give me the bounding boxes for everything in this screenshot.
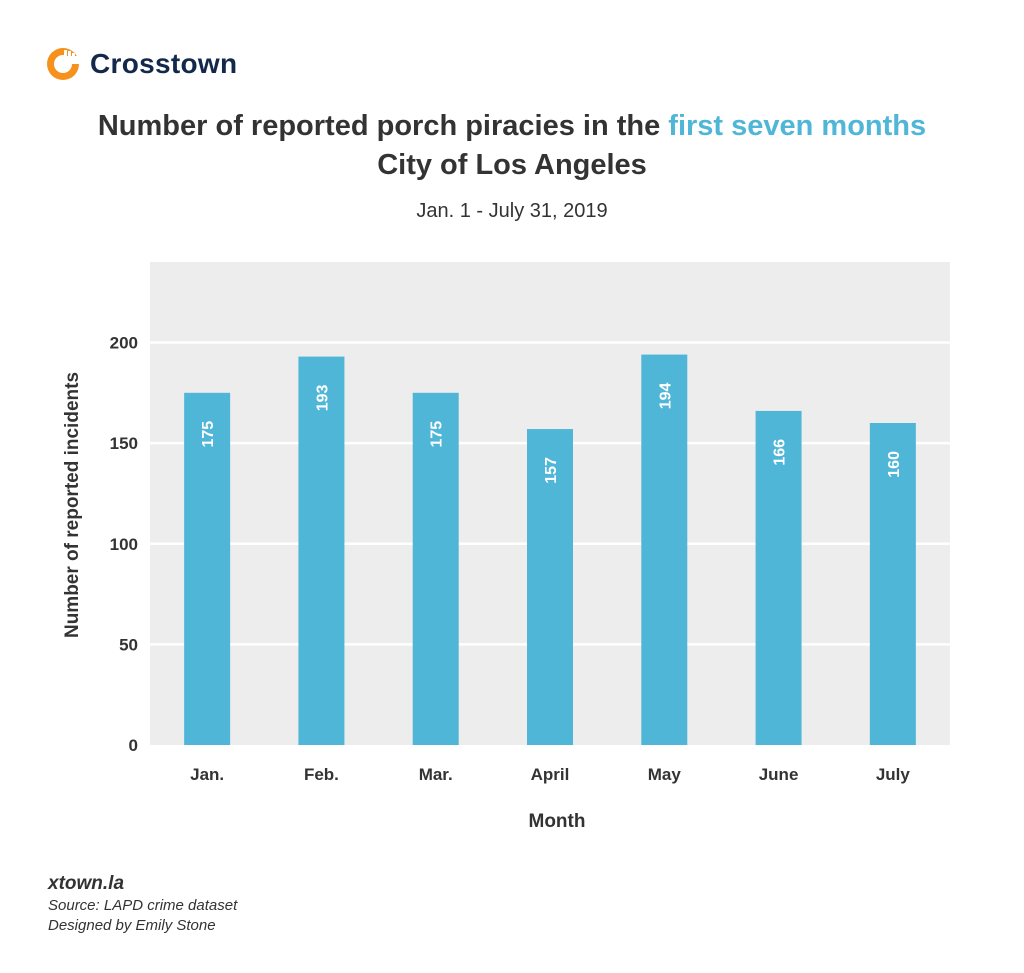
footer: xtown.la Source: LAPD crime dataset Desi… [48, 872, 237, 936]
crosstown-logo-icon [47, 48, 80, 80]
bar-value-label: 194 [657, 382, 674, 409]
chart-title-line-1: Number of reported porch piracies in the… [0, 107, 1024, 145]
chart-title-line-2: City of Los Angeles [377, 149, 647, 181]
y-tick-label: 50 [119, 635, 138, 654]
bar [412, 392, 459, 745]
bar [869, 423, 916, 745]
brand-logo: Crosstown [46, 44, 237, 84]
bar [298, 356, 345, 745]
x-tick-label: July [876, 765, 911, 784]
x-tick-label: June [759, 765, 799, 784]
bar-value-label: 193 [314, 384, 331, 411]
footer-site: xtown.la [48, 873, 125, 894]
chart-subtitle: Jan. 1 - July 31, 2019 [416, 200, 608, 222]
footer-designer: Designed by Emily Stone [48, 917, 216, 934]
bar-value-label: 157 [543, 457, 560, 484]
brand-name: Crosstown [90, 48, 238, 79]
y-tick-label: 0 [129, 736, 138, 755]
x-axis-label: Month [529, 811, 586, 832]
x-tick-label: Mar. [419, 765, 453, 784]
bar [527, 429, 573, 745]
chart-title-highlight: first seven months [668, 110, 927, 142]
x-tick-label: May [648, 765, 682, 784]
footer-source: Source: LAPD crime dataset [48, 897, 238, 914]
chart-title-part-1: Number of reported porch piracies in the [97, 110, 669, 142]
bar [755, 410, 802, 745]
x-tick-label: Jan. [190, 765, 224, 784]
bar-value-label: 175 [200, 421, 217, 448]
bar-value-label: 160 [886, 451, 903, 478]
x-tick-label: April [531, 765, 570, 784]
y-tick-label: 200 [110, 334, 138, 353]
bar-value-label: 166 [772, 439, 789, 466]
y-axis-label: Number of reported incidents [62, 372, 83, 638]
x-tick-label: Feb. [304, 765, 339, 784]
bar [184, 392, 231, 745]
bar-value-label: 175 [429, 421, 446, 448]
y-tick-label: 100 [110, 535, 138, 554]
bar [641, 354, 688, 745]
y-tick-label: 150 [110, 434, 138, 453]
